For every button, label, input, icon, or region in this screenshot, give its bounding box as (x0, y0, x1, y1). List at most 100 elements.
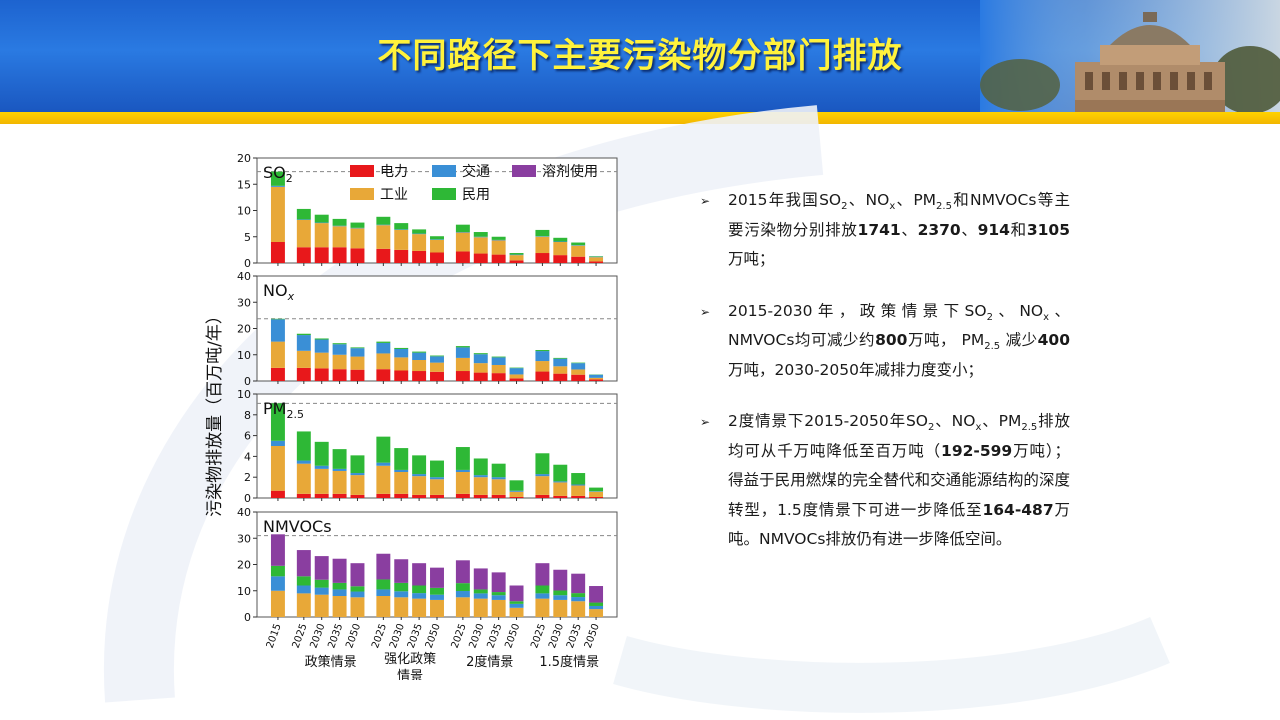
bullet-bold-figure: 3105 (1026, 220, 1070, 239)
bullet-text: 2 (986, 311, 993, 323)
bar-segment-industry (314, 594, 329, 617)
bar-segment-industry (491, 599, 506, 617)
bar-segment-transport (350, 591, 365, 598)
bar-segment-industry (296, 463, 311, 494)
bar-segment-industry (473, 237, 488, 254)
bar-segment-residential (412, 585, 427, 594)
bar-segment-power (376, 248, 391, 263)
bar-segment-transport (491, 595, 506, 600)
bar-segment-residential (509, 601, 524, 604)
bullet-text: 、 (960, 220, 978, 239)
bar-segment-power (270, 367, 285, 381)
bar-segment-industry (412, 234, 427, 251)
bar-segment-transport (473, 593, 488, 599)
bar-segment-industry (412, 360, 427, 372)
bullet-item: ➢ 2度情景下2015-2050年SO2、NOx、PM2.5排放均可从千万吨降低至… (700, 407, 1070, 555)
bar-segment-solvent (509, 585, 524, 602)
bar-segment-transport (430, 239, 444, 240)
bar-segment-industry (455, 232, 470, 252)
bar-segment-industry (376, 465, 391, 494)
x-tick-label: 2030 (547, 622, 566, 650)
bar-segment-transport (473, 475, 488, 478)
bar-segment-residential (376, 216, 391, 225)
bar-segment-power (412, 494, 427, 498)
bar-segment-transport (394, 348, 409, 358)
bar-segment-industry (376, 353, 391, 370)
bullet-bold-figure: 164-487 (982, 500, 1054, 519)
bar-segment-transport (589, 256, 604, 258)
bar-segment-solvent (394, 559, 409, 583)
legend-label-power: 电力 (380, 164, 408, 180)
bullet-arrow-icon: ➢ (700, 194, 711, 208)
bar-segment-residential (376, 436, 391, 463)
bar-segment-residential (394, 347, 409, 349)
bar-segment-transport (571, 597, 586, 602)
y-tick-label: 30 (237, 532, 251, 545)
bar-segment-residential (270, 171, 285, 186)
pollutant-label: SO2 (263, 163, 293, 185)
bar-segment-transport (332, 344, 347, 355)
bullet-text: 2 (928, 422, 935, 434)
y-tick-label: 0 (244, 257, 251, 270)
bullet-arrow-icon: ➢ (700, 415, 711, 429)
y-tick-label: 15 (237, 178, 251, 191)
bar-segment-residential (509, 367, 524, 369)
bar-segment-industry (473, 363, 488, 373)
bar-segment-residential (314, 579, 329, 588)
bar-segment-industry (430, 599, 444, 617)
bar-segment-residential (314, 441, 329, 466)
bar-segment-industry (350, 228, 365, 249)
bar-segment-residential (430, 236, 444, 240)
bar-segment-power (332, 247, 347, 263)
bar-segment-industry (553, 482, 568, 496)
bar-segment-transport (491, 477, 506, 480)
bar-segment-solvent (412, 563, 427, 586)
bar-segment-residential (571, 473, 586, 485)
bar-segment-industry (270, 341, 285, 368)
y-tick-label: 40 (237, 270, 251, 283)
slide-header: 不同路径下主要污染物分部门排放 (0, 0, 1280, 112)
bar-segment-residential (296, 333, 311, 336)
bullet-text: 、PM (895, 191, 937, 209)
bar-segment-residential (350, 222, 365, 228)
bar-segment-power (553, 373, 568, 381)
y-tick-label: 6 (244, 430, 251, 443)
bar-segment-industry (509, 607, 524, 617)
bar-segment-industry (491, 364, 506, 374)
bar-segment-transport (314, 339, 329, 353)
bar-segment-residential (332, 582, 347, 590)
bar-segment-residential (473, 353, 488, 355)
bar-segment-residential (589, 256, 604, 257)
bar-segment-solvent (376, 553, 391, 580)
y-tick-label: 20 (237, 152, 251, 165)
bullet-list: ➢ 2015年我国SO2、NOx、PM2.5和NMVOCs等主要污染物分别排放17… (700, 186, 1070, 577)
bar-segment-transport (376, 224, 391, 226)
bar-segment-transport (376, 342, 391, 354)
bar-segment-residential (314, 338, 329, 340)
bar-segment-industry (412, 476, 427, 495)
bullet-text: 万吨， PM (907, 331, 985, 349)
bar-segment-residential (332, 343, 347, 345)
bar-segment-power (589, 379, 604, 381)
bar-segment-industry (332, 470, 347, 494)
bullet-text: 减少 (1000, 331, 1038, 349)
panel-pm: 0 2 4 6 8 10 PM2.5 (237, 388, 618, 505)
bar-segment-residential (535, 585, 550, 594)
bar-segment-residential (491, 592, 506, 596)
bar-segment-solvent (473, 568, 488, 590)
bar-segment-power (332, 369, 347, 381)
bar-segment-power (296, 367, 311, 381)
bar-segment-solvent (350, 563, 365, 587)
bar-segment-residential (394, 582, 409, 592)
bar-segment-transport (430, 356, 444, 363)
bar-segment-power (553, 495, 568, 498)
bar-segment-transport (430, 594, 444, 600)
bar-segment-power (571, 495, 586, 498)
bar-segment-industry (571, 601, 586, 617)
legend-label-residential: 民用 (462, 187, 490, 203)
bullet-text: 、 (900, 220, 918, 239)
bar-segment-industry (509, 374, 524, 379)
campus-building-image (980, 0, 1280, 112)
pollutant-label: NMVOCs (263, 517, 332, 536)
bar-segment-solvent (571, 573, 586, 594)
